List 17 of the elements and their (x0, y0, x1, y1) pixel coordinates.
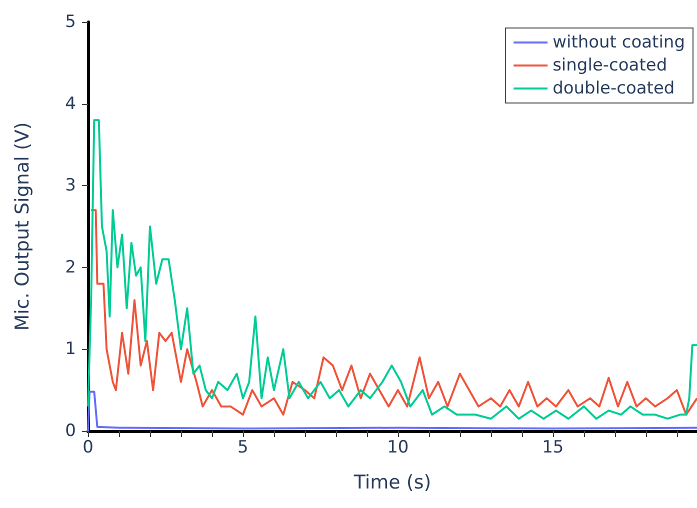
y-tick-label: 0 (65, 421, 76, 441)
y-tick-label: 2 (65, 257, 76, 278)
y-tick-label: 5 (65, 12, 76, 32)
y-tick-label: 1 (65, 339, 76, 360)
x-tick-label: 10 (387, 438, 409, 458)
line-series (87, 119, 697, 420)
legend-label: without coating (552, 32, 686, 52)
y-axis-title: Mic. Output Signal (V) (12, 122, 34, 331)
x-axis-title: Time (s) (352, 472, 432, 494)
x-tick-label: 0 (82, 438, 94, 458)
y-tick-label: 4 (65, 94, 76, 114)
y-tick-label: 3 (65, 176, 76, 196)
x-tick-label: 15 (542, 438, 564, 458)
legend-label: double-coated (552, 78, 675, 98)
line-series (90, 209, 697, 416)
legend-label: single-coated (552, 56, 668, 76)
x-tick-label: 5 (238, 438, 248, 458)
